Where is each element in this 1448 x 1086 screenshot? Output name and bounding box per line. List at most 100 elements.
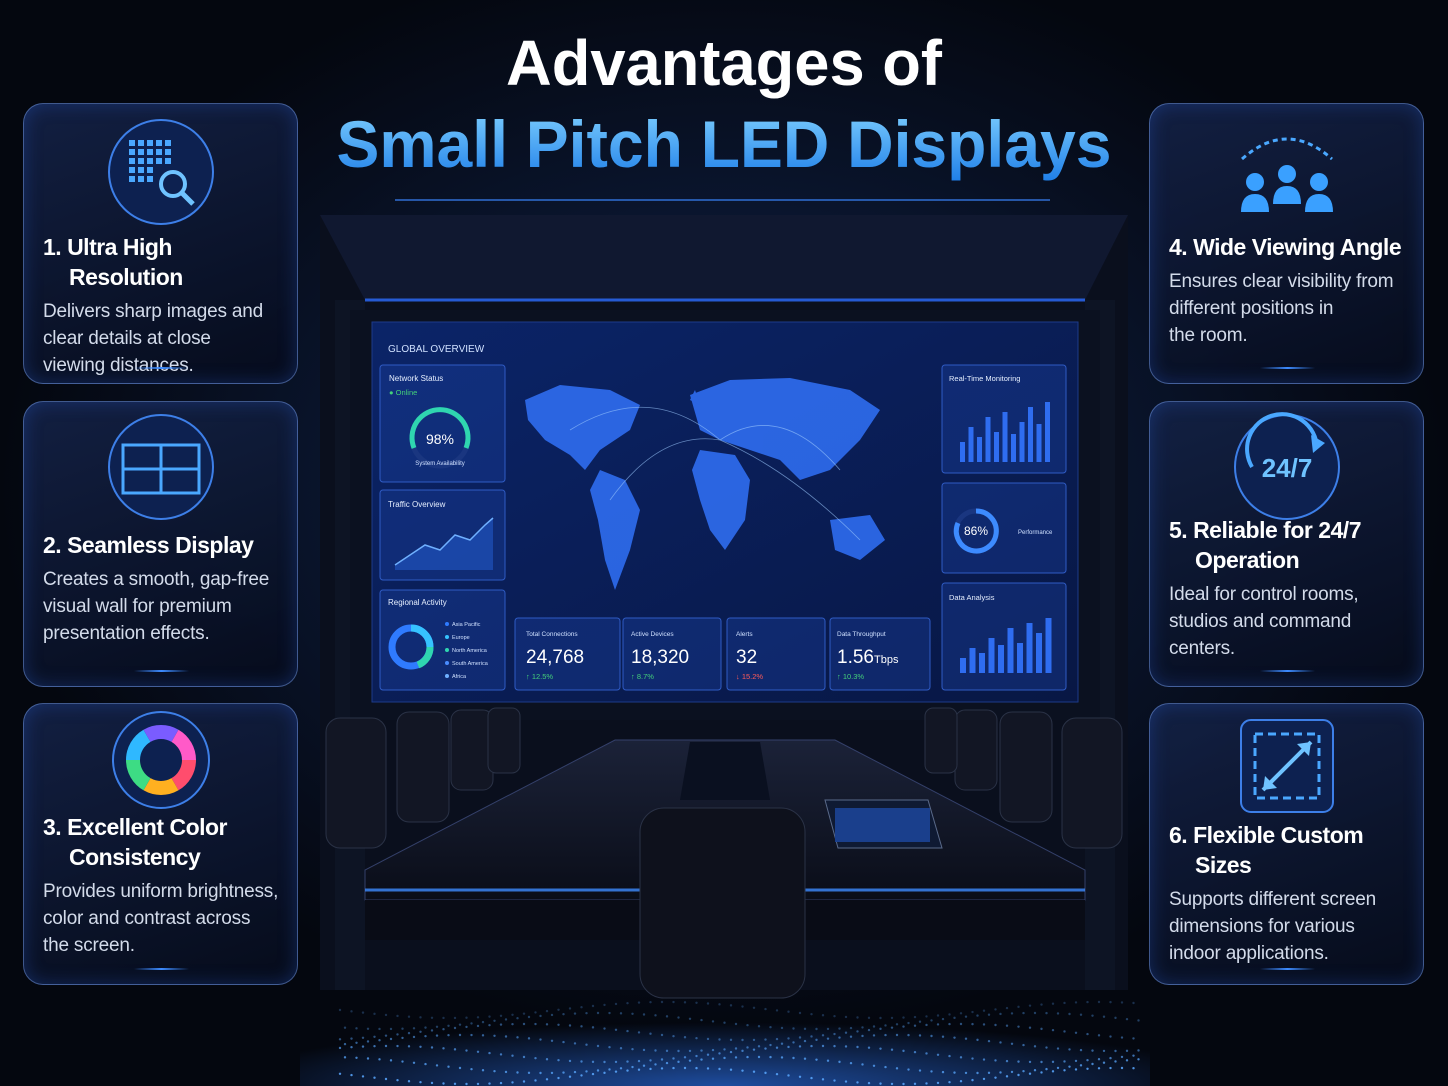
dot [550,1039,554,1042]
description-line: centers. [1169,638,1235,659]
icon-pixel [165,140,171,146]
dot [596,1069,600,1072]
dot [867,1046,871,1049]
dot [1120,1055,1124,1059]
dot-field [338,1000,1140,1086]
deco-bar [977,437,982,462]
legend-dot [445,635,449,639]
dot [695,1036,698,1040]
dot [534,1011,537,1014]
dot [672,1000,675,1004]
dot [1120,1001,1124,1004]
dot [1033,1011,1037,1015]
dot [798,1075,802,1079]
dot [723,1056,726,1060]
dot [810,1035,813,1038]
deco-bar [985,417,991,462]
dot [430,1029,434,1032]
deco-bar [968,427,974,462]
dot [700,1049,703,1052]
dot [396,1044,399,1048]
legend-label: Africa [452,674,467,680]
dot [442,1016,445,1020]
stat-value: 18,320 [631,647,689,668]
gauge-value: 98% [426,431,454,447]
dot [1132,1054,1135,1057]
dot [608,1011,611,1015]
dot [1040,1071,1043,1074]
legend-label: Asia Pacific [452,622,481,628]
deco-bar [994,432,999,462]
panel-title: Real-Time Monitoring [949,374,1020,383]
icon-head [1297,742,1311,756]
dot [821,1014,825,1017]
panel-title: Regional Activity [388,598,447,607]
dot [1056,1012,1060,1015]
dot [361,1075,365,1078]
dot [355,1027,358,1030]
dot [907,1021,910,1025]
icon-pixel [129,140,135,146]
dot [573,1042,577,1045]
dot [596,1011,600,1015]
dot [1063,1060,1066,1063]
dot [435,1025,439,1028]
dot [1040,1060,1043,1064]
dot [557,1008,560,1011]
dot [527,1015,531,1019]
dot [1125,1049,1129,1053]
dot [964,1037,968,1040]
legend-dot [445,661,449,665]
icon-segment [126,759,151,791]
deco-bar [1036,424,1042,462]
dot [987,1071,991,1075]
dot [890,1026,894,1029]
dot [447,1065,450,1068]
dot [378,1027,381,1031]
dot [378,1038,381,1042]
dot [649,1059,652,1062]
dot [856,1081,859,1084]
dot [1005,1059,1009,1063]
dot [971,1022,974,1026]
dot [879,1047,882,1050]
dot [591,1004,595,1008]
dot [856,1045,859,1049]
feature-card: 4. Wide Viewing Angle Ensures clear visib… [1149,103,1424,384]
dot [925,1052,928,1055]
dot [619,1067,623,1070]
dot [925,1015,928,1018]
dot [706,1037,710,1041]
dot [787,1074,790,1077]
dot [649,1000,652,1004]
dot [378,1058,381,1061]
dot [1051,1070,1055,1073]
dot [849,1061,853,1065]
dot [1010,1012,1014,1015]
dot [511,1081,514,1084]
icon-head [1246,173,1264,191]
dot [987,1013,991,1016]
dot [982,1058,986,1061]
dot [729,1068,733,1071]
dot [718,1003,721,1006]
dot [447,1024,450,1027]
panel-title: Data Analysis [949,593,995,602]
stat-change: ↑ 8.7% [631,672,654,681]
icon-pixel [129,158,135,164]
dot [591,1060,595,1064]
dot [573,1070,577,1074]
feature-description: Ensures clear visibility from different p… [1169,268,1415,349]
legend-label: South America [452,661,489,667]
deco-bar [960,658,966,673]
legend-dot [445,648,449,652]
dot [879,1027,882,1031]
dot [683,1056,687,1059]
dot [545,1078,549,1081]
dot [389,1059,393,1062]
dot [442,1082,445,1085]
dot [534,1056,537,1060]
dot [775,1072,779,1076]
dot [1086,1058,1089,1062]
